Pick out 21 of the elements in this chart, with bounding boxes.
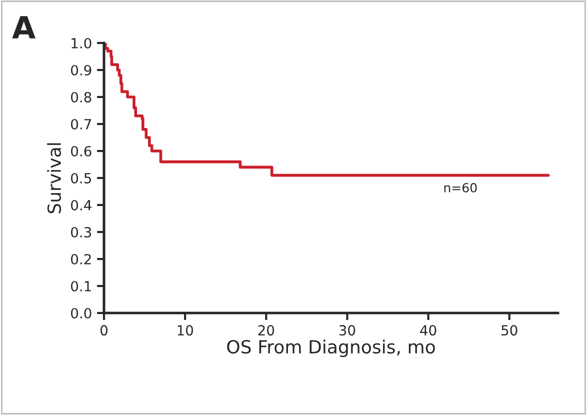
x-tick-label: 10 — [178, 325, 193, 336]
y-tick-label: 0.4 — [71, 200, 92, 210]
y-tick-label: 0.1 — [71, 280, 91, 292]
y-tick-label: 0.0 — [71, 308, 92, 318]
y-tick-label: 1.0 — [72, 38, 92, 48]
x-tick-label: 30 — [339, 325, 356, 336]
text: A — [12, 16, 36, 38]
x-tick-label: 0 — [100, 325, 108, 336]
x-tick-label: 50 — [502, 325, 518, 336]
y-tick-label: 0.3 — [71, 226, 92, 238]
x-axis-title: OS From Diagnosis, mo — [227, 340, 435, 358]
y-tick-label: 0.9 — [71, 64, 92, 76]
y-tick-label: 0.2 — [71, 254, 91, 264]
x-tick-label: 20 — [258, 325, 274, 336]
annotation: n=60 — [444, 182, 477, 192]
y-axis-title: Survival — [47, 143, 62, 214]
y-tick-label: 0.6 — [71, 146, 92, 156]
y-tick-label: 0.5 — [71, 172, 91, 184]
x-tick-label: 40 — [420, 325, 436, 336]
y-tick-label: 0.7 — [71, 118, 92, 130]
y-tick-label: 0.8 — [71, 92, 92, 102]
